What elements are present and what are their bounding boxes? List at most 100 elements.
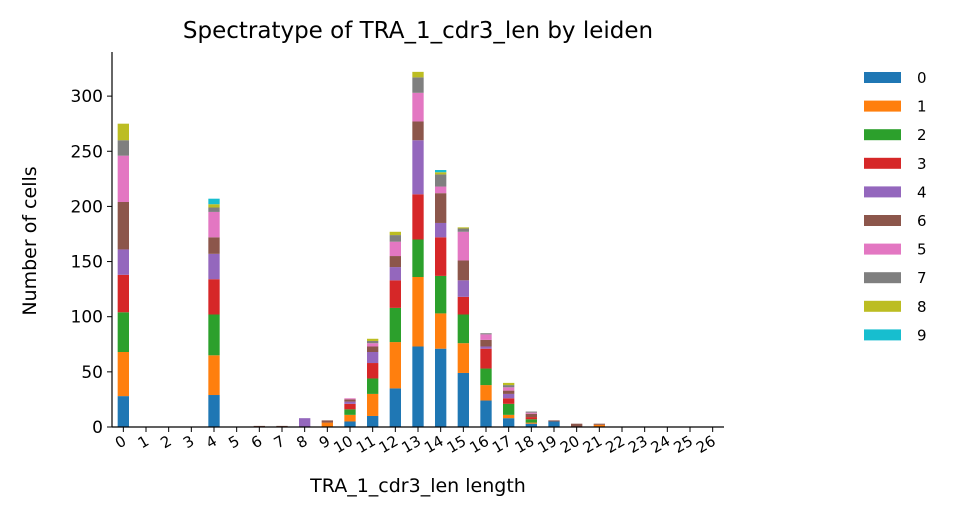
legend-label-5: 5 — [917, 241, 927, 259]
bar-series-1-cat-16 — [480, 385, 492, 401]
x-tick-label: 4 — [203, 432, 220, 452]
legend-label-8: 8 — [917, 298, 927, 316]
y-tick-label: 300 — [71, 87, 103, 107]
chart-title: Spectratype of TRA_1_cdr3_len by leiden — [183, 18, 653, 44]
bar-series-0-cat-15 — [457, 372, 469, 427]
bar-series-5-cat-12 — [389, 241, 401, 257]
bar-series-2-cat-13 — [412, 239, 424, 277]
bar-series-9-cat-14 — [435, 170, 447, 173]
bar-series-9-cat-4 — [208, 198, 220, 205]
bar-series-0-cat-14 — [435, 348, 447, 427]
bar-series-8-cat-11 — [367, 338, 379, 341]
bar-series-1-cat-11 — [367, 393, 379, 416]
bar-series-1-cat-0 — [117, 352, 129, 397]
legend-label-1: 1 — [917, 98, 927, 116]
bar-series-2-cat-11 — [367, 378, 379, 394]
x-tick-label: 20 — [557, 432, 583, 457]
bar-series-2-cat-12 — [389, 307, 401, 343]
bar-series-3-cat-13 — [412, 194, 424, 240]
bar-series-5-cat-14 — [435, 186, 447, 194]
bar-series-2-cat-4 — [208, 314, 220, 356]
bar-series-8-cat-15 — [457, 227, 469, 229]
x-tick-label: 8 — [293, 432, 310, 452]
x-tick-label: 16 — [466, 432, 492, 457]
bar-series-6-cat-9 — [321, 420, 333, 423]
bar-series-0-cat-0 — [117, 396, 129, 427]
x-tick-label: 6 — [248, 432, 265, 452]
bar-series-0-cat-16 — [480, 400, 492, 427]
bar-series-4-cat-11 — [367, 352, 379, 364]
bar-series-5-cat-15 — [457, 231, 469, 261]
legend-label-3: 3 — [917, 155, 927, 173]
bar-series-0-cat-11 — [367, 415, 379, 427]
bar-series-2-cat-17 — [503, 403, 515, 415]
bar-series-5-cat-16 — [480, 334, 492, 340]
legend-swatch-1 — [864, 100, 901, 112]
x-tick-label: 26 — [693, 432, 719, 457]
bar-series-7-cat-12 — [389, 235, 401, 242]
legend-swatch-6 — [864, 215, 901, 226]
legend-label-6: 6 — [917, 212, 927, 230]
bar-series-7-cat-16 — [480, 333, 492, 335]
bar-series-1-cat-4 — [208, 355, 220, 396]
bar-series-6-cat-21 — [593, 423, 605, 425]
x-tick-label: 0 — [112, 432, 129, 452]
bar-series-4-cat-17 — [503, 393, 515, 399]
bar-series-6-cat-19 — [548, 420, 560, 422]
bar-series-1-cat-18 — [525, 422, 537, 424]
legend-swatch-9 — [864, 329, 901, 341]
bar-series-1-cat-21 — [593, 424, 605, 427]
x-tick-label: 11 — [353, 432, 379, 457]
bar-series-6-cat-0 — [117, 202, 129, 250]
bar-series-5-cat-18 — [525, 412, 537, 414]
x-tick-label: 17 — [489, 432, 515, 457]
legend-label-2: 2 — [917, 126, 927, 144]
bar-series-8-cat-0 — [117, 123, 129, 141]
bar-series-4-cat-15 — [457, 280, 469, 297]
bar-series-7-cat-18 — [525, 411, 537, 413]
bar-series-3-cat-0 — [117, 274, 129, 313]
bar-series-5-cat-4 — [208, 211, 220, 238]
bar-series-7-cat-17 — [503, 385, 515, 388]
bar-series-3-cat-16 — [480, 348, 492, 369]
bar-series-4-cat-13 — [412, 140, 424, 195]
bar-series-5-cat-10 — [344, 398, 356, 400]
bar-series-5-cat-0 — [117, 155, 129, 202]
bar-series-0-cat-13 — [412, 346, 424, 427]
x-tick-label: 15 — [444, 432, 470, 457]
bar-series-8-cat-14 — [435, 172, 447, 175]
legend-swatch-0 — [864, 72, 901, 83]
y-tick-label: 50 — [81, 363, 103, 383]
bar-series-6-cat-20 — [571, 423, 583, 427]
bar-series-4-cat-16 — [480, 346, 492, 349]
bar-series-1-cat-10 — [344, 414, 356, 422]
legend-swatch-5 — [864, 243, 901, 255]
bar-series-0-cat-12 — [389, 388, 401, 427]
legend: 0 1 2 3 4 6 5 7 8 9 — [864, 69, 927, 344]
legend-swatch-2 — [864, 129, 901, 141]
bar-series-3-cat-14 — [435, 237, 447, 276]
y-tick-label: 250 — [71, 142, 103, 162]
legend-swatch-8 — [864, 300, 901, 312]
bar-series-6-cat-13 — [412, 121, 424, 141]
x-tick-label: 25 — [670, 432, 696, 457]
bar-series-2-cat-14 — [435, 275, 447, 314]
x-tick-label: 5 — [225, 432, 242, 452]
legend-swatch-3 — [864, 157, 901, 169]
bar-series-0-cat-18 — [525, 423, 537, 427]
x-tick-label: 22 — [602, 432, 628, 457]
x-tick-label: 13 — [398, 432, 424, 457]
bar-series-5-cat-17 — [503, 387, 515, 391]
x-tick-label: 7 — [271, 432, 288, 452]
x-tick-label: 14 — [421, 432, 447, 457]
x-tick-label: 10 — [330, 432, 356, 457]
bar-series-6-cat-4 — [208, 237, 220, 254]
x-tick-label: 18 — [512, 432, 538, 457]
legend-swatch-4 — [864, 186, 901, 198]
x-tick-label: 2 — [157, 432, 174, 452]
bar-series-6-cat-11 — [367, 346, 379, 352]
y-tick-label: 150 — [71, 253, 103, 273]
bar-series-1-cat-12 — [389, 342, 401, 389]
legend-label-0: 0 — [917, 69, 927, 87]
